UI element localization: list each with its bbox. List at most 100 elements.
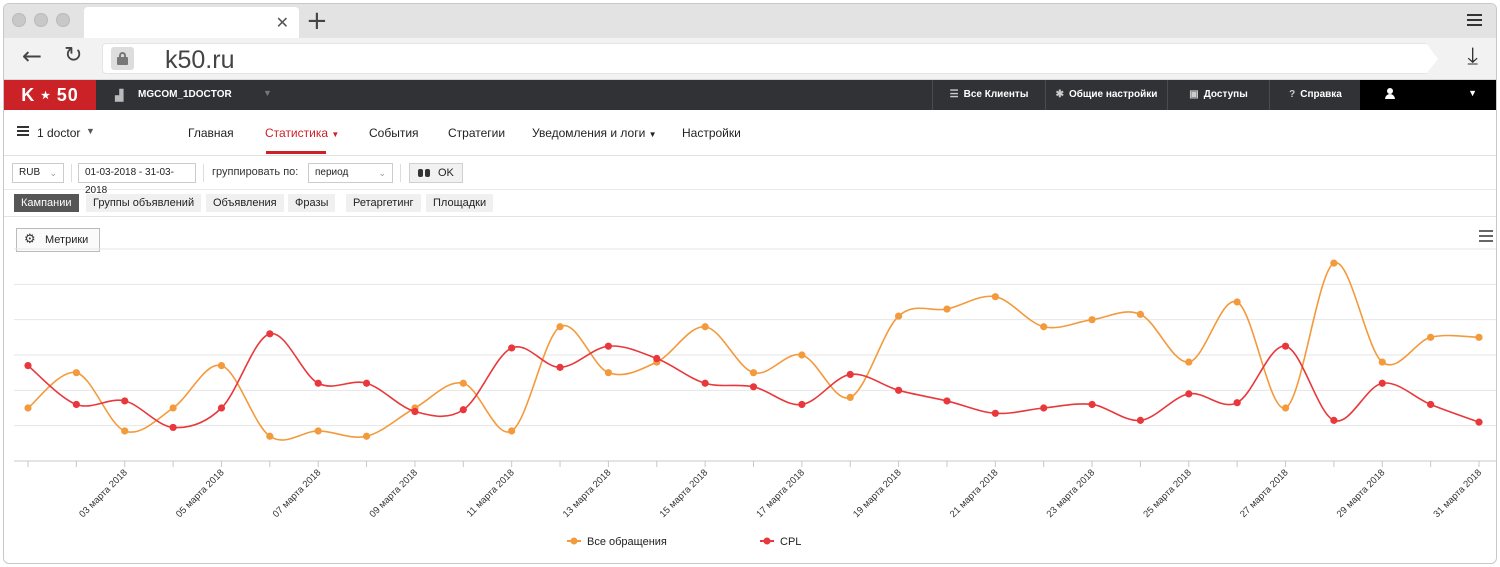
gear-icon: ⚙ [24, 232, 36, 247]
list-icon [17, 126, 29, 138]
data-point [798, 351, 806, 359]
data-point [1330, 259, 1338, 267]
chevron-down-icon: ▼ [331, 130, 340, 139]
data-point [217, 404, 226, 412]
tab-settings[interactable]: Настройки [682, 126, 741, 140]
address-bar[interactable]: k50.ru [102, 43, 1438, 74]
data-point [169, 404, 177, 412]
x-tick-label: 11 марта 2018 [465, 467, 517, 519]
currency-select[interactable]: RUB ⌄ [12, 163, 64, 183]
chevron-down-icon[interactable]: ▼ [86, 126, 95, 136]
date-range-picker[interactable]: 01-03-2018 - 31-03-2018 [78, 163, 196, 196]
data-point [1233, 399, 1241, 407]
data-point [1475, 418, 1483, 426]
nav-all-clients[interactable]: ☰ Все Клиенты [932, 80, 1045, 110]
window-minimize-dot[interactable] [34, 13, 48, 27]
tab-statistics[interactable]: Статистика ▼ [265, 126, 340, 140]
window-zoom-dot[interactable] [56, 13, 70, 27]
data-point [895, 386, 903, 394]
browser-urlbar: ← ↻ k50.ru ⤓ [4, 38, 1496, 80]
nav-access[interactable]: ▣ Доступы [1167, 80, 1269, 110]
project-selector[interactable]: 1 doctor [37, 126, 81, 140]
ok-button[interactable]: OK [409, 163, 463, 183]
series-line-all-requests [27, 262, 1480, 441]
nav-help[interactable]: ? Справка [1269, 80, 1361, 110]
metrics-button[interactable]: ⚙ Метрики [16, 228, 100, 252]
data-point [701, 379, 709, 387]
download-icon[interactable]: ⤓ [1467, 42, 1478, 70]
url-text[interactable]: k50.ru [165, 46, 235, 74]
x-tick-label: 05 марта 2018 [174, 467, 227, 520]
data-point [749, 369, 758, 377]
x-tick-label: 17 марта 2018 [754, 467, 807, 520]
account-name[interactable]: MGCOM_1DOCTOR [138, 89, 232, 100]
data-point [1088, 400, 1096, 409]
data-point [1185, 358, 1193, 366]
data-point [1378, 379, 1386, 387]
user-icon [1385, 88, 1395, 100]
filters-bar: RUB ⌄ 01-03-2018 - 31-03-2018 группироват… [4, 156, 1496, 196]
legend-label: CPL [780, 536, 801, 548]
level-tab-campaigns[interactable]: Кампании [14, 194, 79, 212]
data-point [362, 432, 371, 440]
legend-swatch-dot [570, 537, 578, 545]
data-point [1281, 342, 1290, 350]
chevron-down-icon: ▼ [1468, 88, 1477, 98]
data-point [653, 354, 661, 363]
browser-menu-icon[interactable] [1467, 14, 1482, 29]
data-point [943, 397, 951, 405]
data-point [1040, 404, 1048, 412]
data-point [1475, 333, 1483, 341]
k50-logo[interactable]: K ⋆ 50 [4, 80, 96, 110]
data-point [362, 379, 371, 387]
data-point [266, 330, 274, 338]
data-point [24, 404, 32, 412]
lock-icon [111, 47, 134, 70]
tab-main[interactable]: Главная [188, 126, 234, 140]
data-point [991, 409, 999, 417]
series-line-cpl [27, 332, 1480, 429]
app-header: K ⋆ 50 ▟ MGCOM_1DOCTOR ▼ ☰ Все Клиенты ✱ О… [4, 80, 1496, 110]
chevron-down-icon: ⌄ [378, 168, 386, 178]
window-close-dot[interactable] [12, 13, 26, 27]
legend-label: Все обращения [587, 536, 667, 548]
user-menu[interactable]: ▼ [1360, 80, 1496, 110]
data-point [72, 400, 80, 409]
group-by-select[interactable]: период ⌄ [308, 163, 393, 183]
level-tab-ad-groups[interactable]: Группы объявлений [86, 194, 202, 212]
x-tick-label: 25 марта 2018 [1141, 467, 1194, 520]
level-tab-placements[interactable]: Площадки [426, 194, 494, 212]
level-tab-retargeting[interactable]: Ретаргетинг [346, 194, 421, 212]
browser-tab[interactable]: ✕ [84, 7, 299, 38]
divider [400, 164, 401, 182]
data-point [169, 423, 177, 432]
data-point [1427, 333, 1435, 341]
level-tab-phrases[interactable]: Фразы [288, 194, 336, 212]
account-chevron-down-icon[interactable]: ▼ [263, 88, 272, 98]
legend-swatch-dot [763, 537, 771, 545]
tab-notifications-logs[interactable]: Уведомления и логи ▼ [532, 126, 657, 140]
tab-events[interactable]: События [369, 126, 419, 140]
x-tick-label: 03 марта 2018 [77, 467, 130, 520]
help-icon: ? [1289, 89, 1296, 100]
new-tab-icon[interactable]: + [306, 6, 328, 36]
data-point [508, 344, 516, 352]
data-point [749, 383, 758, 391]
level-tab-ads[interactable]: Объявления [206, 194, 284, 212]
x-tick-label: 07 марта 2018 [271, 467, 324, 520]
nav-general-settings[interactable]: ✱ Общие настройки [1045, 80, 1167, 110]
lock-icon: ▣ [1189, 89, 1199, 100]
data-point [459, 406, 467, 414]
data-point [943, 305, 951, 313]
data-point [217, 362, 226, 370]
chart-menu-icon[interactable] [1479, 230, 1493, 245]
tab-close-icon[interactable]: ✕ [275, 15, 289, 32]
data-point [604, 369, 613, 377]
back-arrow-icon[interactable]: ← [22, 42, 43, 70]
data-point [314, 379, 322, 387]
chevron-down-icon: ▼ [648, 130, 657, 139]
tab-strategies[interactable]: Стратегии [448, 126, 506, 140]
data-point [508, 427, 516, 435]
data-point [1040, 323, 1048, 331]
reload-icon[interactable]: ↻ [64, 43, 83, 68]
